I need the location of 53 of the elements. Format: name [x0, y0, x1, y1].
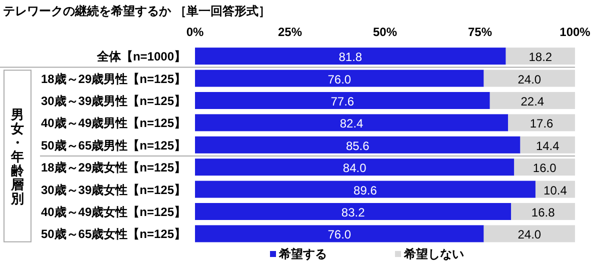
bar [484, 70, 575, 87]
data-label: 17.6 [530, 116, 554, 131]
y-tick-label: 30歳～39歳女性【n=125】 [40, 182, 186, 197]
x-tick-label: 50% [372, 25, 398, 39]
bar [195, 48, 506, 65]
bar [484, 225, 575, 242]
bar [195, 70, 484, 87]
bar [520, 136, 575, 154]
data-label: 77.6 [330, 94, 354, 108]
data-label: 24.0 [518, 72, 542, 86]
data-label: 84.0 [342, 161, 367, 176]
data-label: 76.0 [328, 228, 352, 242]
data-label: 82.4 [340, 116, 364, 131]
text: 男女・年齢層別 [10, 107, 25, 206]
bar [508, 114, 575, 132]
x-tick-label: 0% [186, 25, 204, 39]
bar [195, 136, 520, 154]
data-label: 85.6 [346, 138, 370, 153]
data-label: 24.0 [518, 228, 542, 242]
y-tick-label: 30歳～39歳男性【n=125】 [40, 94, 186, 108]
data-label: 22.4 [520, 94, 544, 108]
y-tick-label: 18歳～29歳男性【n=125】 [40, 72, 186, 86]
bar [195, 158, 514, 176]
y-tick-label: 全体【n=1000】 [96, 50, 186, 64]
data-label: 10.4 [544, 183, 568, 198]
bar [511, 203, 575, 220]
bar [506, 48, 575, 65]
legend-label: 希望する [278, 247, 327, 261]
bar [195, 114, 508, 132]
bar [195, 203, 512, 220]
y-tick-label: 50歳～65歳女性【n=125】 [40, 227, 186, 242]
legend-label: 希望しない [403, 247, 464, 261]
chart-title: テレワークの継続を希望するか ［単一回答形式］ [3, 4, 270, 18]
data-label: 18.2 [528, 50, 552, 64]
data-label: 14.4 [536, 138, 560, 153]
bar [195, 225, 484, 242]
data-label: 89.6 [354, 183, 378, 198]
data-label: 16.0 [532, 161, 557, 176]
y-tick-label: 50歳～65歳男性【n=125】 [40, 138, 186, 152]
data-label: 76.0 [328, 72, 352, 86]
bar [490, 92, 575, 109]
y-tick-label: 40歳～49歳女性【n=125】 [40, 205, 186, 219]
y-tick-label: 40歳～49歳男性【n=125】 [40, 116, 186, 130]
bar [195, 92, 490, 109]
data-label: 16.8 [531, 206, 556, 220]
x-tick-label: 25% [278, 25, 302, 39]
data-label: 83.2 [341, 206, 366, 220]
x-tick-label: 100% [560, 25, 591, 39]
x-tick-label: 75% [468, 25, 492, 39]
y-tick-label: 18歳～29歳女性【n=125】 [40, 160, 186, 175]
bar [514, 158, 575, 176]
bar [195, 180, 536, 198]
data-label: 81.8 [338, 50, 362, 64]
